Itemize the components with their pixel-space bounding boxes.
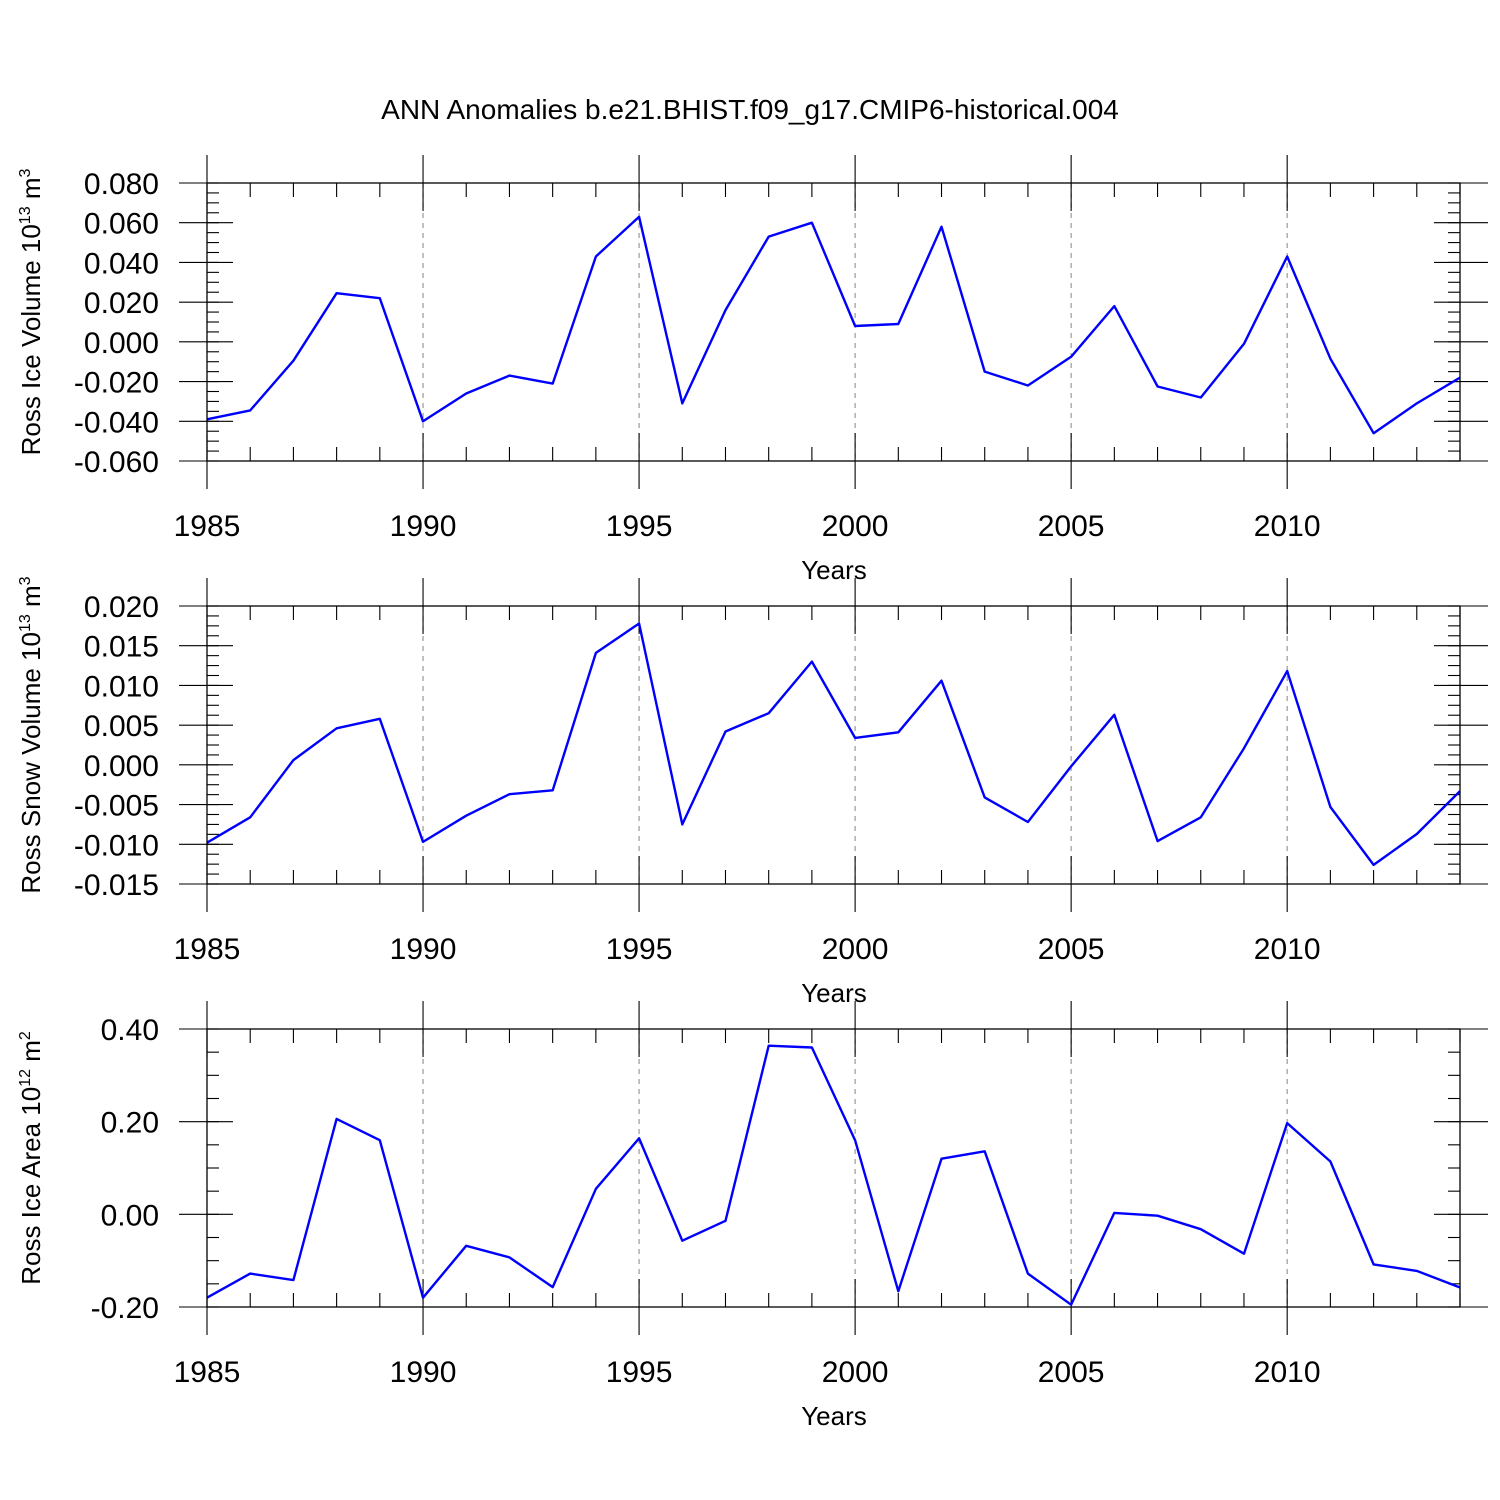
y-tick-label: -0.010	[74, 829, 159, 862]
y-axis-label-main: Ross Ice Area 10	[16, 1087, 46, 1285]
y-tick-label: 0.060	[84, 208, 159, 241]
x-tick-label: 2010	[1254, 933, 1321, 966]
y-axis-label-main: Ross Ice Volume 10	[16, 224, 46, 455]
y-tick-label: 0.015	[84, 631, 159, 664]
x-tick-label: 1985	[174, 1356, 241, 1389]
y-axis-label-exponent: 12	[17, 1069, 34, 1087]
series-line	[206, 622, 1461, 867]
y-axis-label: Ross Ice Area 1012 m2	[16, 1031, 46, 1285]
y-tick-label: -0.060	[74, 446, 159, 479]
y-tick-label: 0.00	[101, 1199, 159, 1232]
plot-frame	[206, 605, 1461, 885]
x-tick-label: 2005	[1038, 510, 1105, 543]
x-axis-label: Years	[801, 555, 867, 585]
y-tick-label: 0.040	[84, 247, 159, 280]
x-axis-label: Years	[801, 1401, 867, 1431]
x-tick-label: 1985	[174, 933, 241, 966]
plot-frame	[206, 1028, 1461, 1308]
y-tick-label: 0.010	[84, 670, 159, 703]
y-axis-label-unit: m	[16, 585, 46, 614]
x-tick-label: 1995	[606, 510, 673, 543]
y-tick-label: 0.000	[84, 327, 159, 360]
y-axis-label-main: Ross Snow Volume 10	[16, 632, 46, 894]
x-tick-label: 1990	[390, 933, 457, 966]
chart-title: ANN Anomalies b.e21.BHIST.f09_g17.CMIP6-…	[381, 94, 1119, 125]
y-tick-label: 0.000	[84, 750, 159, 783]
y-tick-label: 0.020	[84, 287, 159, 320]
x-tick-label: 2000	[822, 510, 889, 543]
y-axis-label-unit: m	[16, 177, 46, 206]
x-tick-label: 1990	[390, 1356, 457, 1389]
x-tick-label: 2010	[1254, 510, 1321, 543]
panel-2: -0.015 -0.010 -0.005 0.000 0.005 0.010 0.015 0.…	[16, 576, 1488, 1008]
series-line	[206, 215, 1461, 435]
panel-3: -0.20 0.00 0.20 0.40 1985 1990 1995 2000 2005 201…	[16, 1001, 1488, 1431]
y-tick-label: 0.020	[84, 591, 159, 624]
y-axis-label-unit-exponent: 2	[17, 1031, 34, 1040]
x-tick-label: 1995	[606, 933, 673, 966]
x-tick-label: 1990	[390, 510, 457, 543]
x-tick-label: 2005	[1038, 1356, 1105, 1389]
x-tick-label: 2000	[822, 1356, 889, 1389]
y-axis-label-unit-exponent: 3	[17, 576, 34, 585]
y-axis-label: Ross Ice Volume 1013 m3	[16, 168, 46, 455]
y-axis-label-unit-exponent: 3	[17, 168, 34, 177]
y-axis-label-exponent: 13	[17, 206, 34, 224]
panel-1: -0.060 -0.040 -0.020 0.000 0.020 0.040 0.060 0.…	[16, 155, 1488, 585]
y-tick-label: 0.005	[84, 710, 159, 743]
x-tick-label: 2010	[1254, 1356, 1321, 1389]
plot-frame	[206, 182, 1461, 462]
y-tick-label: -0.015	[74, 869, 159, 902]
y-tick-label: -0.040	[74, 406, 159, 439]
x-axis-label: Years	[801, 978, 867, 1008]
y-tick-label: -0.005	[74, 790, 159, 823]
x-tick-label: 1985	[174, 510, 241, 543]
x-tick-label: 2000	[822, 933, 889, 966]
x-tick-label: 1995	[606, 1356, 673, 1389]
y-tick-label: 0.20	[101, 1107, 159, 1140]
y-tick-label: 0.40	[101, 1014, 159, 1047]
x-tick-label: 2005	[1038, 933, 1105, 966]
y-tick-label: -0.20	[91, 1292, 159, 1325]
y-axis-label-unit: m	[16, 1040, 46, 1069]
series-line	[206, 1044, 1461, 1306]
y-axis-label: Ross Snow Volume 1013 m3	[16, 576, 46, 893]
y-tick-label: -0.020	[74, 367, 159, 400]
y-axis-label-exponent: 13	[17, 614, 34, 632]
y-tick-label: 0.080	[84, 168, 159, 201]
